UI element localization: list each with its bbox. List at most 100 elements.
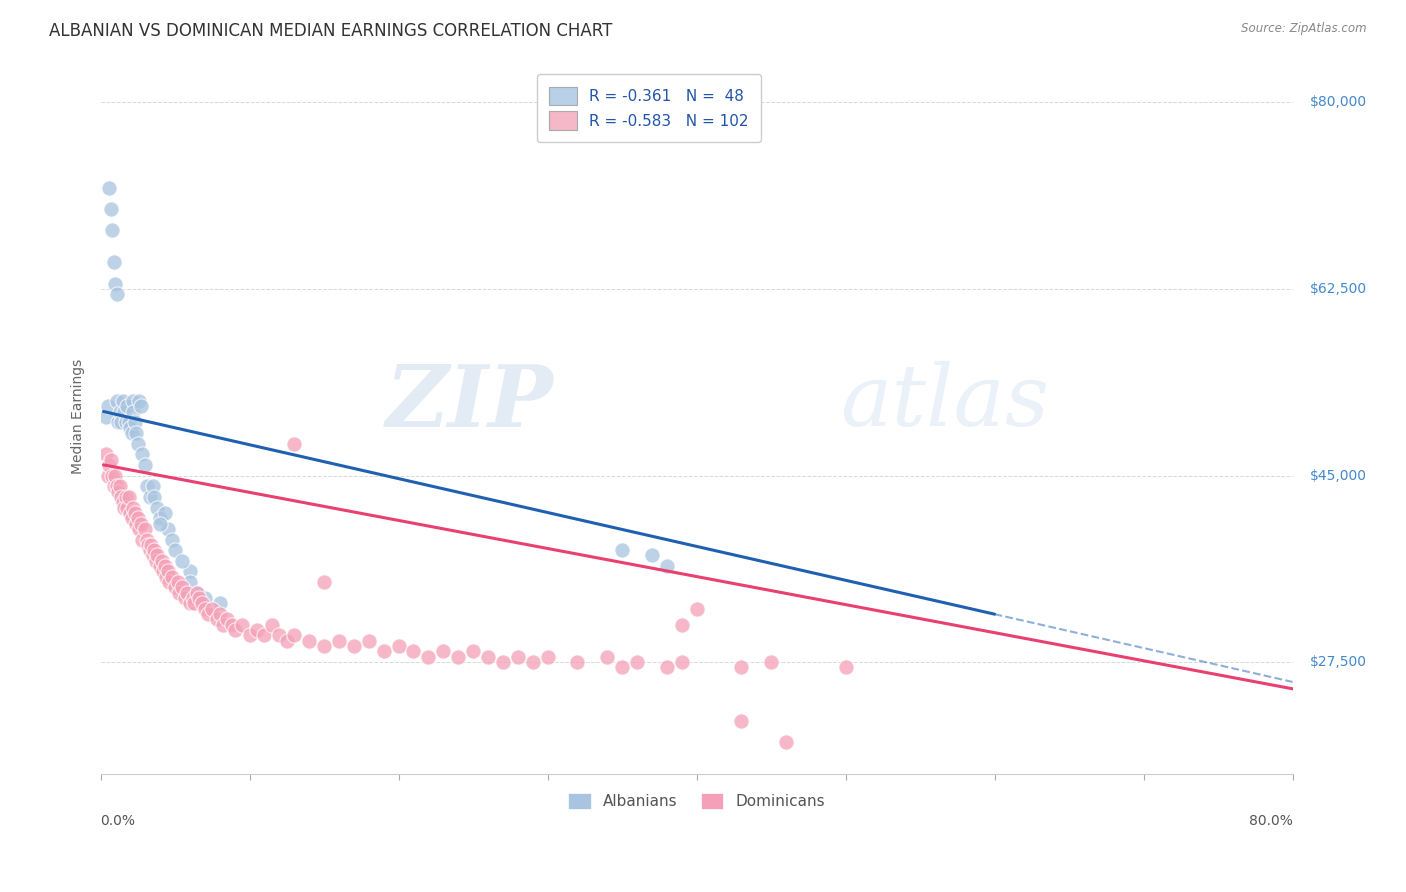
Text: ALBANIAN VS DOMINICAN MEDIAN EARNINGS CORRELATION CHART: ALBANIAN VS DOMINICAN MEDIAN EARNINGS CO…: [49, 22, 613, 40]
Point: [105, 287, 128, 301]
Text: ZIP: ZIP: [385, 361, 554, 444]
Point: [103, 479, 125, 493]
Point: [117, 399, 139, 413]
Point: [298, 633, 321, 648]
Point: [387, 639, 409, 653]
Point: [730, 714, 752, 728]
Point: [418, 649, 440, 664]
Point: [100, 452, 122, 467]
Point: [103, 255, 125, 269]
Text: $80,000: $80,000: [1309, 95, 1367, 109]
Point: [131, 533, 153, 547]
Point: [312, 575, 335, 590]
Text: atlas: atlas: [839, 361, 1049, 444]
Point: [211, 617, 233, 632]
Point: [183, 597, 205, 611]
Point: [205, 612, 228, 626]
Point: [96, 447, 118, 461]
Point: [461, 644, 484, 658]
Point: [145, 554, 167, 568]
Point: [101, 223, 124, 237]
Point: [186, 586, 208, 600]
Point: [172, 554, 194, 568]
Text: $27,500: $27,500: [1309, 655, 1367, 669]
Point: [685, 602, 707, 616]
Point: [343, 639, 366, 653]
Point: [477, 649, 499, 664]
Point: [149, 516, 172, 531]
Point: [596, 649, 619, 664]
Point: [138, 490, 160, 504]
Point: [146, 549, 169, 563]
Point: [101, 468, 124, 483]
Point: [187, 591, 209, 606]
Point: [149, 559, 172, 574]
Point: [143, 543, 166, 558]
Point: [246, 623, 269, 637]
Point: [181, 591, 204, 606]
Point: [142, 549, 165, 563]
Point: [655, 559, 678, 574]
Point: [522, 655, 544, 669]
Point: [125, 516, 148, 531]
Point: [110, 490, 132, 504]
Point: [118, 490, 141, 504]
Point: [186, 586, 208, 600]
Point: [96, 409, 118, 424]
Point: [197, 607, 219, 622]
Point: [127, 436, 149, 450]
Point: [506, 649, 529, 664]
Point: [328, 633, 350, 648]
Point: [152, 565, 174, 579]
Text: Source: ZipAtlas.com: Source: ZipAtlas.com: [1241, 22, 1367, 36]
Point: [128, 393, 150, 408]
Point: [179, 575, 201, 590]
Point: [138, 543, 160, 558]
Point: [153, 506, 176, 520]
Point: [260, 617, 283, 632]
Point: [153, 559, 176, 574]
Point: [129, 399, 152, 413]
Text: $62,500: $62,500: [1309, 282, 1367, 296]
Point: [160, 533, 183, 547]
Point: [191, 597, 214, 611]
Point: [208, 597, 231, 611]
Point: [97, 468, 120, 483]
Point: [141, 538, 163, 552]
Text: 80.0%: 80.0%: [1249, 814, 1292, 829]
Point: [127, 511, 149, 525]
Point: [97, 399, 120, 413]
Point: [112, 500, 135, 515]
Point: [167, 575, 190, 590]
Point: [110, 415, 132, 429]
Point: [107, 484, 129, 499]
Point: [128, 522, 150, 536]
Point: [231, 617, 253, 632]
Point: [671, 617, 693, 632]
Text: 0.0%: 0.0%: [100, 814, 135, 829]
Point: [129, 516, 152, 531]
Point: [122, 404, 145, 418]
Point: [224, 623, 246, 637]
Point: [111, 495, 134, 509]
Point: [626, 655, 648, 669]
Point: [124, 506, 146, 520]
Point: [107, 415, 129, 429]
Point: [124, 415, 146, 429]
Point: [105, 479, 128, 493]
Point: [730, 660, 752, 674]
Point: [163, 581, 186, 595]
Point: [125, 425, 148, 440]
Point: [610, 660, 633, 674]
Point: [134, 458, 156, 472]
Point: [122, 500, 145, 515]
Point: [201, 602, 224, 616]
Point: [143, 490, 166, 504]
Point: [169, 586, 191, 600]
Point: [269, 628, 291, 642]
Point: [121, 511, 143, 525]
Point: [834, 660, 856, 674]
Y-axis label: Median Earnings: Median Earnings: [72, 359, 86, 475]
Legend: Albanians, Dominicans: Albanians, Dominicans: [560, 785, 832, 816]
Point: [118, 415, 141, 429]
